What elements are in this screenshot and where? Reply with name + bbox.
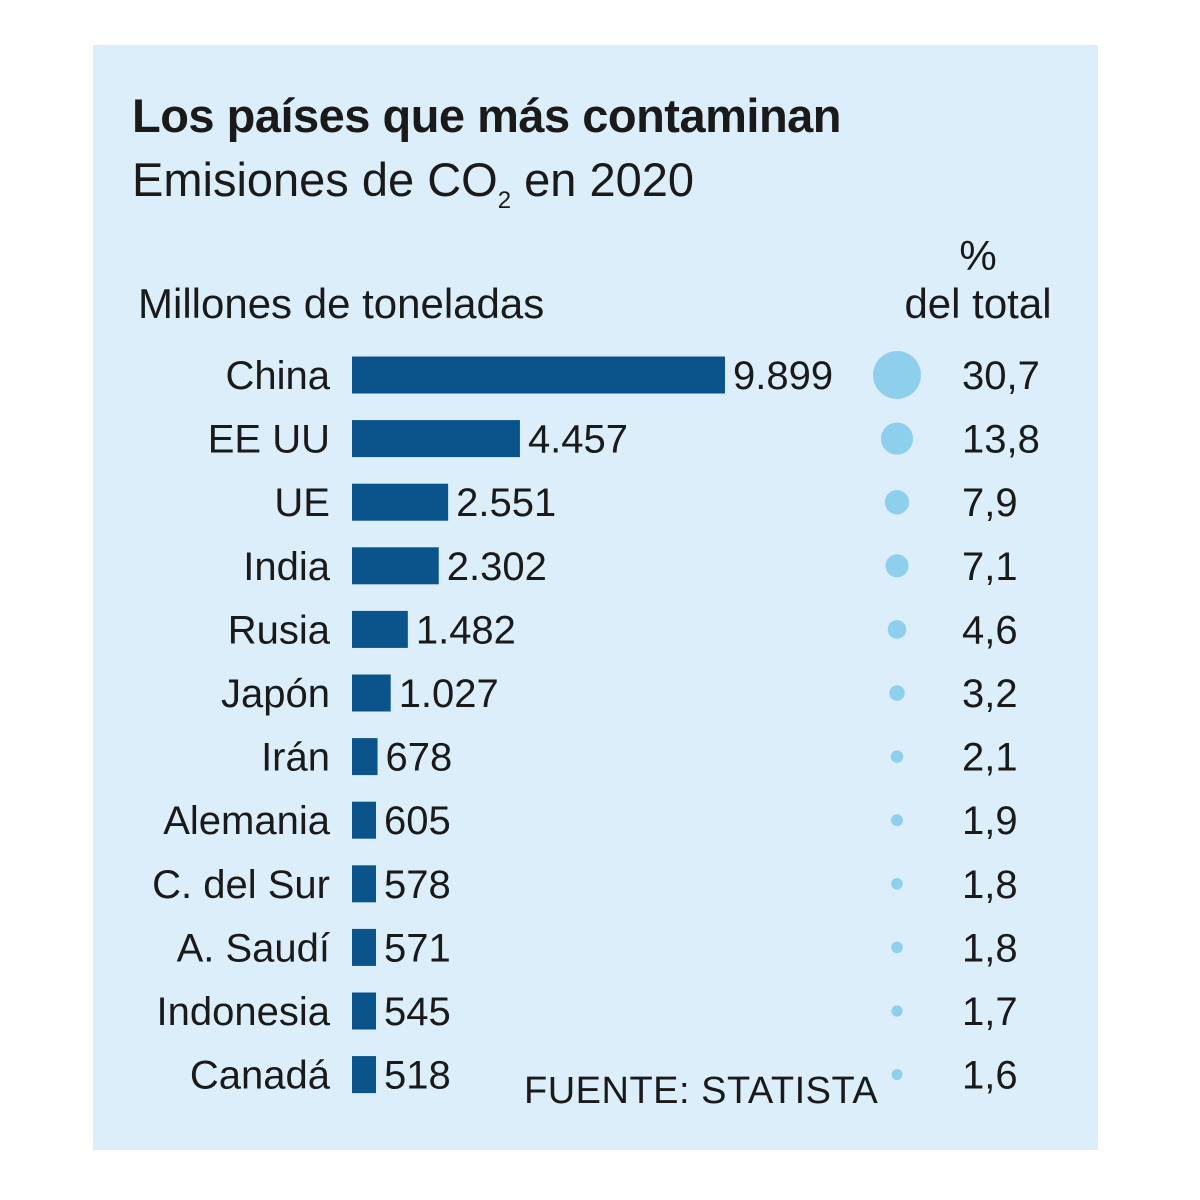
pct-value-label: 7,9 bbox=[962, 481, 1018, 525]
bar-value-label: 518 bbox=[384, 1054, 451, 1098]
pct-bubble bbox=[891, 1005, 903, 1017]
bar bbox=[352, 610, 408, 648]
bar-value-label: 1.027 bbox=[399, 672, 499, 716]
pct-total-label: del total bbox=[904, 280, 1052, 327]
bar-value-label: 605 bbox=[384, 799, 451, 843]
category-label: Alemania bbox=[163, 799, 331, 843]
subtitle-prefix: Emisiones de CO bbox=[132, 153, 498, 206]
unit-label: Millones de toneladas bbox=[138, 280, 545, 327]
bar bbox=[352, 801, 376, 839]
pct-bubble bbox=[887, 620, 907, 639]
pct-bubble bbox=[891, 877, 903, 890]
pct-bubble bbox=[890, 750, 904, 763]
chart-title: Los países que más contaminan bbox=[132, 89, 842, 142]
pct-value-label: 1,8 bbox=[962, 926, 1018, 970]
pct-value-label: 1,8 bbox=[962, 863, 1018, 907]
category-label: India bbox=[243, 545, 330, 589]
bar bbox=[352, 992, 376, 1030]
category-label: C. del Sur bbox=[152, 863, 330, 907]
bar-value-label: 2.302 bbox=[447, 545, 547, 589]
category-label: Indonesia bbox=[157, 990, 331, 1034]
pct-bubble bbox=[880, 422, 914, 455]
pct-bubble bbox=[891, 814, 903, 827]
bar bbox=[352, 547, 439, 585]
pct-value-label: 3,2 bbox=[962, 672, 1018, 716]
pct-value-label: 13,8 bbox=[962, 418, 1040, 462]
bar-value-label: 4.457 bbox=[528, 418, 628, 462]
bar-value-label: 578 bbox=[384, 863, 451, 907]
bar bbox=[352, 738, 378, 776]
pct-value-label: 30,7 bbox=[962, 354, 1040, 398]
bar-value-label: 1.482 bbox=[416, 608, 516, 652]
chart-subtitle: Emisiones de CO2 en 2020 bbox=[132, 152, 694, 215]
pct-bubble bbox=[873, 351, 921, 399]
category-label: Japón bbox=[221, 672, 330, 716]
bar-value-label: 678 bbox=[386, 736, 453, 780]
bar bbox=[352, 928, 376, 966]
subtitle-subscript: 2 bbox=[497, 187, 512, 214]
pct-value-label: 4,6 bbox=[962, 608, 1018, 652]
category-label: Canadá bbox=[190, 1054, 331, 1098]
category-label: A. Saudí bbox=[177, 926, 330, 970]
pct-bubble bbox=[885, 554, 909, 578]
pct-value-label: 2,1 bbox=[962, 736, 1018, 780]
source-note: FUENTE: STATISTA bbox=[524, 1070, 879, 1112]
category-label: Irán bbox=[261, 736, 330, 780]
pct-value-label: 1,6 bbox=[962, 1054, 1018, 1098]
category-label: UE bbox=[274, 481, 330, 525]
bar-value-label: 545 bbox=[384, 990, 451, 1034]
bar bbox=[352, 420, 520, 458]
pct-value-label: 1,9 bbox=[962, 799, 1018, 843]
pct-value-label: 1,7 bbox=[962, 990, 1018, 1034]
bar-value-label: 9.899 bbox=[733, 354, 833, 398]
bar-value-label: 2.551 bbox=[456, 481, 556, 525]
category-label: China bbox=[225, 354, 330, 398]
subtitle-suffix: en 2020 bbox=[511, 153, 695, 206]
category-label: Rusia bbox=[228, 608, 331, 652]
bar bbox=[352, 865, 376, 903]
pct-value-label: 7,1 bbox=[962, 545, 1018, 589]
pct-bubble bbox=[891, 941, 903, 954]
pct-bubble bbox=[891, 1069, 903, 1081]
bar bbox=[352, 674, 391, 712]
bar-value-label: 571 bbox=[384, 926, 451, 970]
pct-bubble bbox=[884, 490, 910, 515]
pct-symbol-label: % bbox=[959, 232, 997, 279]
bar bbox=[352, 1056, 376, 1094]
bar bbox=[352, 483, 449, 521]
pct-bubble bbox=[889, 685, 905, 701]
bar bbox=[352, 356, 725, 394]
chart-panel bbox=[93, 45, 1098, 1150]
category-label: EE UU bbox=[208, 418, 330, 462]
